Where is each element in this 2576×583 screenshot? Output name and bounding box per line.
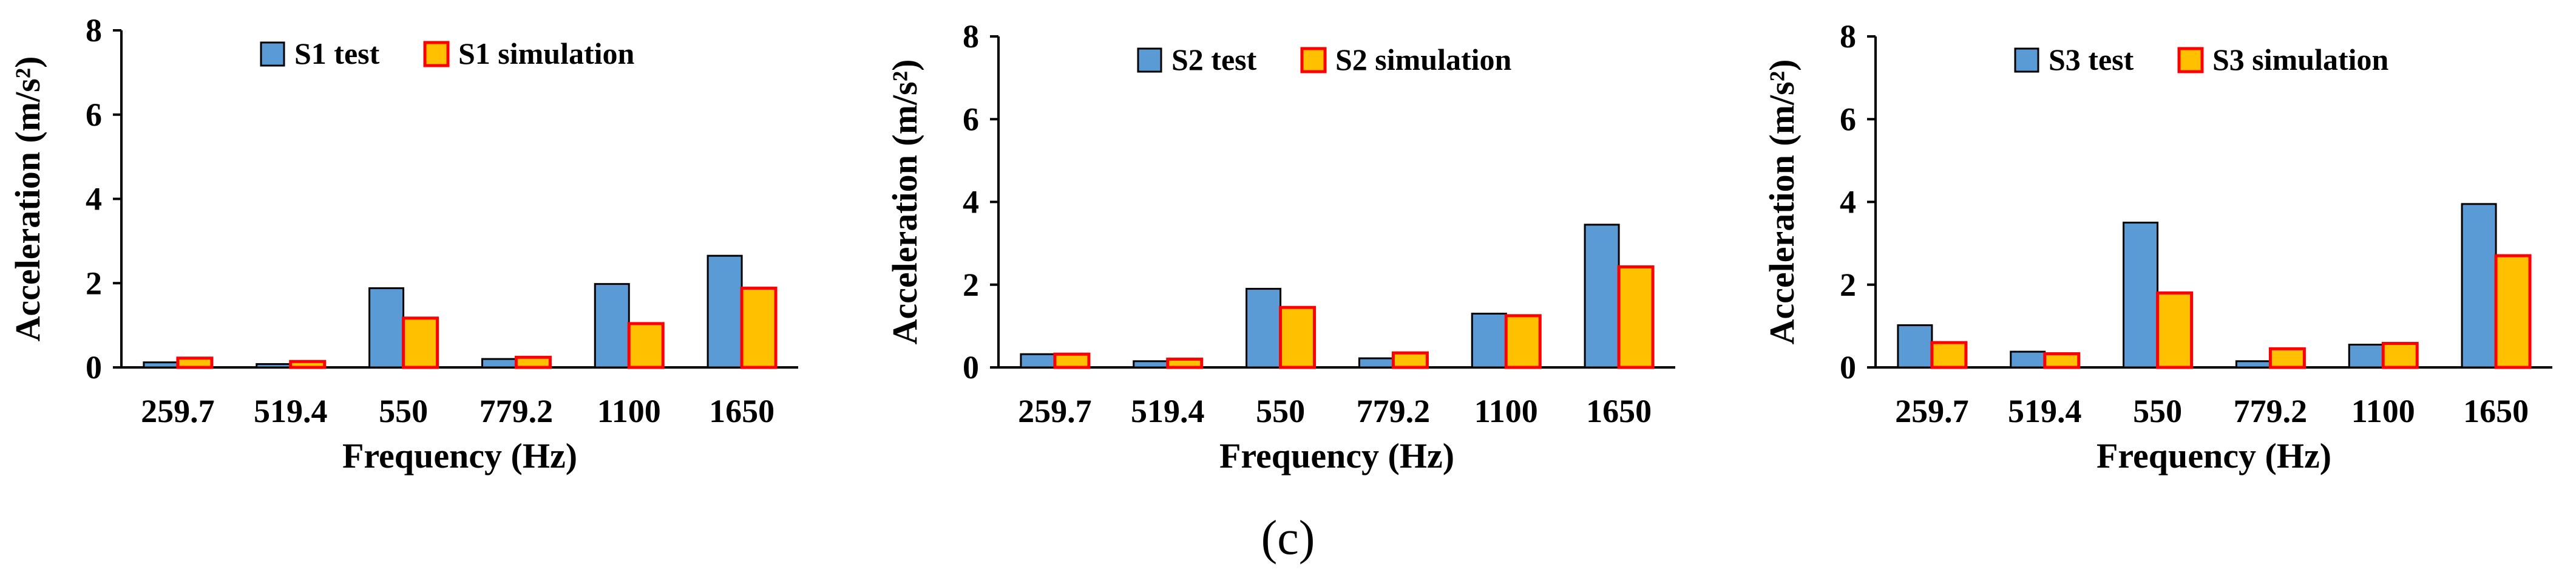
sim-bar-1100: [627, 322, 665, 369]
sim-bar-779.2: [2268, 347, 2306, 369]
legend-swatch-sim: [1300, 47, 1327, 73]
test-bar-1100: [2348, 344, 2384, 369]
sim-bar-519.4: [289, 360, 327, 369]
sim-bar-259.7: [1053, 352, 1091, 369]
legend-label-test: S1 test: [294, 36, 380, 70]
x-tick-label: 519.4: [2008, 393, 2082, 429]
x-tick-label: 259.7: [1018, 393, 1092, 429]
x-tick-label: 1650: [2463, 393, 2529, 429]
test-bar-779.2: [1358, 357, 1394, 369]
sim-bar-1100: [2381, 341, 2419, 369]
charts-container: 0 2 4 6 8 259.7 519.4 550 779.2 1100 1650 Frequency…: [8, 12, 2552, 476]
figure-caption: (c): [1261, 511, 1315, 565]
y-tick-label: 8: [86, 12, 102, 49]
sim-bar-259.7: [1930, 341, 1968, 369]
test-bar-519.4: [2010, 350, 2046, 369]
x-axis-label: Frequency (Hz): [1219, 436, 1454, 476]
test-bar-550: [1246, 288, 1282, 369]
x-tick-label: 1650: [1586, 393, 1652, 429]
test-bar-1650: [1584, 223, 1620, 369]
x-tick-label: 779.2: [2234, 393, 2308, 429]
sim-bar-259.7: [176, 356, 214, 369]
test-bar-1650: [707, 254, 743, 369]
y-tick-label: 8: [963, 18, 979, 55]
x-tick-label: 550: [2133, 393, 2182, 429]
legend-label-sim: S2 simulation: [1335, 43, 1512, 77]
sim-bar-1650: [1617, 265, 1655, 369]
sim-bar-1650: [740, 287, 778, 369]
y-tick-label: 4: [86, 181, 102, 217]
y-tick-label: 2: [1840, 267, 1856, 303]
test-bar-550: [2123, 222, 2159, 369]
y-axis-label: Acceleration (m/s²): [8, 56, 47, 342]
sim-bar-1100: [1504, 314, 1542, 369]
chart-3: 0 2 4 6 8 259.7 519.4 550 779.2 1100 1650 Frequency…: [1762, 18, 2552, 476]
test-bar-1650: [2461, 203, 2497, 369]
y-tick-label: 4: [963, 184, 979, 220]
y-axis-label: Acceleration (m/s²): [1762, 60, 1802, 345]
y-tick-label: 0: [963, 349, 979, 386]
legend: S3 test S3 simulation: [2014, 43, 2389, 77]
test-bar-519.4: [1133, 360, 1169, 369]
y-tick-label: 8: [1840, 18, 1856, 55]
legend-swatch-sim: [2177, 47, 2204, 73]
x-tick-label: 259.7: [1895, 393, 1969, 429]
legend-label-test: S2 test: [1171, 43, 1257, 77]
test-bar-779.2: [481, 358, 517, 369]
x-axis-label: Frequency (Hz): [2096, 436, 2331, 476]
x-tick-label: 1100: [1474, 393, 1538, 429]
x-tick-label: 1100: [597, 393, 661, 429]
y-axis-label: Acceleration (m/s²): [885, 60, 924, 345]
y-tick-label: 2: [963, 267, 979, 303]
test-bar-259.7: [143, 361, 179, 369]
test-bar-1100: [594, 283, 630, 369]
x-tick-label: 259.7: [141, 393, 215, 429]
y-tick-label: 6: [1840, 101, 1856, 137]
test-bar-259.7: [1020, 353, 1056, 369]
y-tick-label: 6: [963, 101, 979, 137]
legend-label-sim: S3 simulation: [2212, 43, 2389, 77]
y-tick-label: 0: [1840, 349, 1856, 386]
x-tick-label: 519.4: [254, 393, 328, 429]
legend-swatch-sim: [423, 41, 450, 67]
chart-2: 0 2 4 6 8 259.7 519.4 550 779.2 1100 1650 Frequency…: [885, 18, 1675, 476]
x-axis-label: Frequency (Hz): [342, 436, 577, 476]
legend-swatch-test: [260, 41, 285, 67]
legend: S2 test S2 simulation: [1137, 43, 1512, 77]
x-tick-label: 550: [1256, 393, 1305, 429]
legend: S1 test S1 simulation: [260, 36, 635, 70]
y-tick-label: 6: [86, 97, 102, 133]
x-tick-label: 1650: [709, 393, 774, 429]
x-tick-label: 779.2: [1357, 393, 1431, 429]
x-tick-label: 519.4: [1131, 393, 1205, 429]
sim-bar-550: [402, 316, 439, 369]
test-bar-519.4: [256, 363, 292, 369]
x-tick-label: 550: [379, 393, 428, 429]
x-tick-label: 1100: [2351, 393, 2415, 429]
sim-bar-550: [1279, 305, 1317, 369]
legend-swatch-test: [2014, 47, 2039, 73]
legend-label-test: S3 test: [2049, 43, 2134, 77]
test-bar-259.7: [1897, 324, 1933, 369]
sim-bar-550: [2156, 291, 2194, 369]
y-tick-label: 0: [86, 349, 102, 386]
test-bar-550: [368, 287, 405, 369]
x-tick-label: 779.2: [480, 393, 554, 429]
sim-bar-779.2: [514, 355, 552, 369]
sim-bar-779.2: [1391, 351, 1429, 369]
legend-swatch-test: [1137, 47, 1162, 73]
test-bar-779.2: [2235, 360, 2271, 369]
legend-label-sim: S1 simulation: [458, 36, 635, 70]
y-tick-label: 4: [1840, 184, 1856, 220]
chart-1: 0 2 4 6 8 259.7 519.4 550 779.2 1100 1650 Frequency…: [8, 12, 798, 476]
sim-bar-1650: [2494, 254, 2532, 369]
test-bar-1100: [1471, 312, 1507, 369]
sim-bar-519.4: [1166, 357, 1204, 369]
sim-bar-519.4: [2043, 352, 2081, 369]
y-tick-label: 2: [86, 265, 102, 301]
